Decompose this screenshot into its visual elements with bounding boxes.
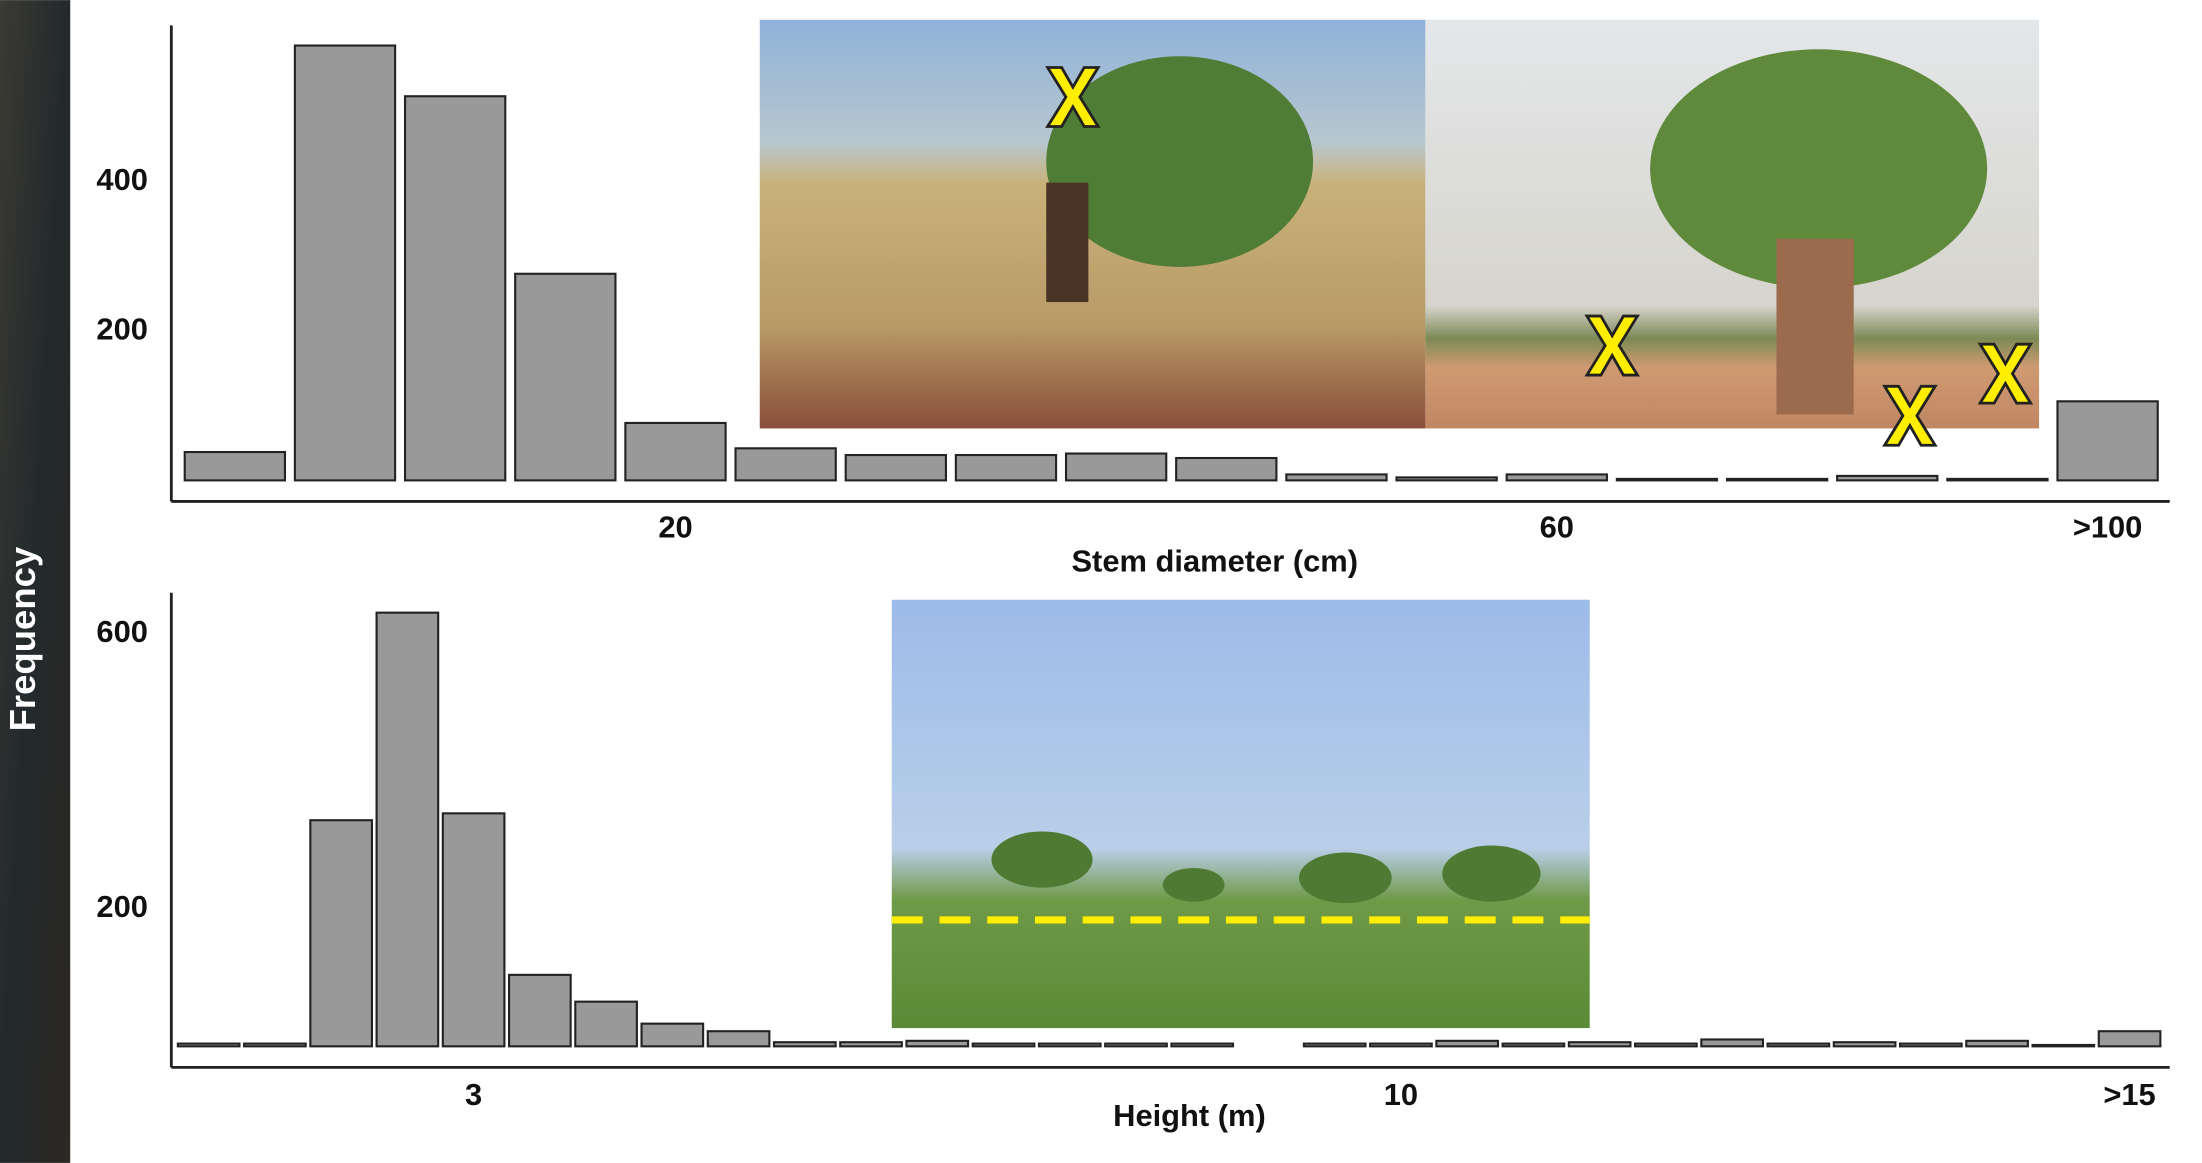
bar bbox=[905, 1039, 970, 1048]
bar bbox=[640, 1022, 705, 1048]
photos bbox=[759, 19, 2040, 1029]
bar bbox=[403, 95, 507, 482]
bar bbox=[2097, 1030, 2162, 1048]
trees bbox=[991, 831, 1541, 904]
bar bbox=[1700, 1038, 1764, 1048]
x-tick-label: >100 bbox=[2073, 510, 2143, 545]
bar bbox=[624, 421, 727, 482]
bar bbox=[507, 973, 572, 1048]
bar bbox=[1567, 1041, 1632, 1048]
y-tick-label: 600 bbox=[96, 614, 148, 649]
y-axis-title: Frequency bbox=[2, 546, 43, 731]
bar bbox=[1104, 1042, 1168, 1048]
trunk bbox=[1776, 238, 1854, 415]
bar bbox=[574, 1000, 638, 1048]
bar bbox=[1395, 476, 1498, 482]
bar bbox=[1435, 1039, 1500, 1048]
x-axis-title: Height (m) bbox=[1113, 1098, 1266, 1133]
bar bbox=[309, 819, 373, 1048]
bar bbox=[176, 1042, 241, 1048]
bar bbox=[1634, 1042, 1698, 1048]
bar bbox=[1175, 456, 1278, 482]
bar bbox=[1501, 1042, 1566, 1048]
y-tick-label: 200 bbox=[96, 889, 148, 924]
bar bbox=[971, 1042, 1036, 1048]
bar bbox=[441, 812, 506, 1048]
x-axis-title: Stem diameter (cm) bbox=[1071, 543, 1358, 578]
bar bbox=[1725, 477, 1829, 482]
bar bbox=[1615, 477, 1719, 482]
y-tick-label: 400 bbox=[96, 162, 148, 197]
bar bbox=[1170, 1042, 1235, 1048]
charts: 200 400 20 60 >100 Stem diameter (cm) 200 600 3 1… bbox=[96, 25, 2170, 1133]
bar bbox=[1766, 1042, 1831, 1048]
photo bbox=[891, 599, 1590, 1029]
bar bbox=[1965, 1039, 2029, 1048]
bar bbox=[954, 453, 1058, 482]
bar bbox=[706, 1030, 771, 1048]
bar bbox=[1064, 452, 1168, 482]
x-tick-label: 20 bbox=[658, 510, 692, 545]
bar bbox=[1505, 473, 1608, 482]
bar bbox=[243, 1042, 307, 1048]
bar bbox=[2056, 400, 2159, 482]
bar bbox=[1946, 477, 2049, 482]
y-tick-label: 200 bbox=[96, 311, 148, 346]
bar bbox=[772, 1041, 837, 1048]
bar bbox=[293, 44, 397, 482]
x-tick-label: 3 bbox=[465, 1077, 482, 1112]
bar bbox=[2031, 1043, 2096, 1048]
bar bbox=[844, 453, 947, 482]
bar bbox=[1836, 474, 1939, 482]
bar bbox=[839, 1041, 903, 1048]
bar bbox=[1302, 1042, 1367, 1048]
bar bbox=[1285, 473, 1388, 482]
tree bbox=[1650, 49, 1988, 288]
bar bbox=[375, 611, 440, 1048]
bar bbox=[1369, 1042, 1433, 1048]
bar bbox=[1037, 1042, 1102, 1048]
bar bbox=[183, 450, 287, 482]
x-tick-label: >15 bbox=[2103, 1077, 2155, 1112]
bar bbox=[514, 272, 617, 482]
background-strip bbox=[0, 0, 71, 1163]
bar bbox=[734, 447, 837, 482]
tree bbox=[1046, 56, 1314, 267]
bar bbox=[1898, 1042, 1963, 1048]
trunk bbox=[1046, 182, 1089, 303]
x-tick-label: 60 bbox=[1540, 510, 1574, 545]
x-tick-label: 10 bbox=[1384, 1077, 1418, 1112]
markers bbox=[1045, 66, 2034, 447]
bar bbox=[1832, 1041, 1897, 1048]
